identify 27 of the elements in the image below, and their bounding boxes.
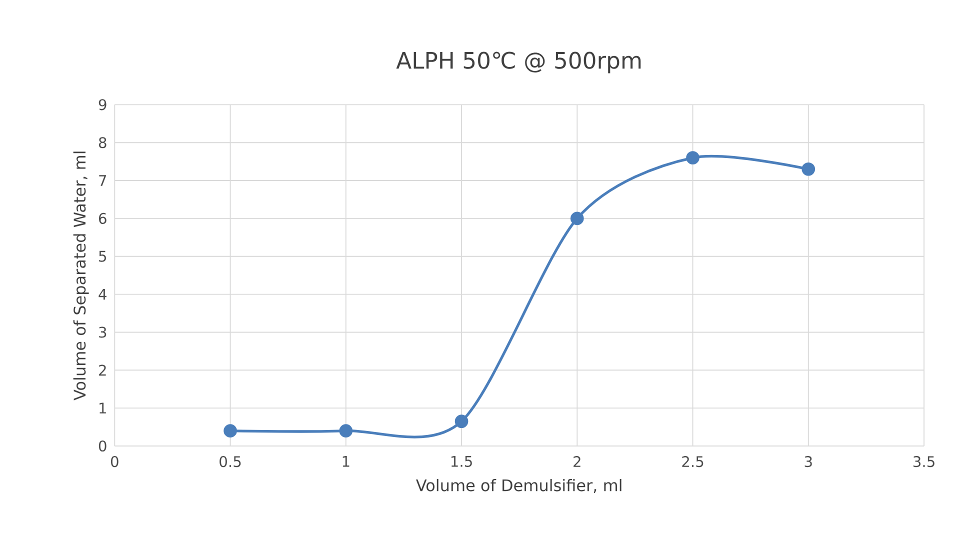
y-tick-label: 3	[99, 326, 106, 338]
y-tick-label: 8	[98, 137, 106, 148]
y-tick-label: 9	[98, 99, 106, 110]
y-tick-label: 7	[99, 175, 106, 186]
y-tick-label: 0	[98, 440, 106, 452]
x-tick-label: 2.5	[682, 456, 704, 468]
x-tick-label: 0.5	[220, 456, 241, 468]
chart-title: ALPH 50℃ @ 500rpm	[396, 52, 641, 74]
y-tick-label: 5	[99, 250, 106, 262]
x-tick-label: 0	[110, 456, 118, 468]
point	[802, 162, 816, 176]
y-tick-label: 6	[98, 212, 106, 224]
x-tick-label: 1.5	[451, 456, 472, 467]
point	[224, 424, 237, 438]
x-tick-label: 3.5	[913, 456, 934, 468]
y-axis-title: Volume of Separated Water, ml	[73, 152, 89, 400]
x-tick-label: 2	[574, 456, 580, 467]
y-tick-label: 4	[98, 288, 106, 300]
y-tick-label: 2	[99, 364, 106, 376]
y-tick-label: 1	[100, 402, 106, 414]
point	[339, 424, 353, 438]
point	[454, 414, 468, 428]
point	[570, 212, 584, 226]
point	[686, 151, 700, 164]
x-axis-title: Volume of Demulsifier, ml	[416, 478, 622, 493]
x-tick-label: 3	[804, 456, 812, 468]
x-tick-label: 1	[342, 456, 350, 467]
